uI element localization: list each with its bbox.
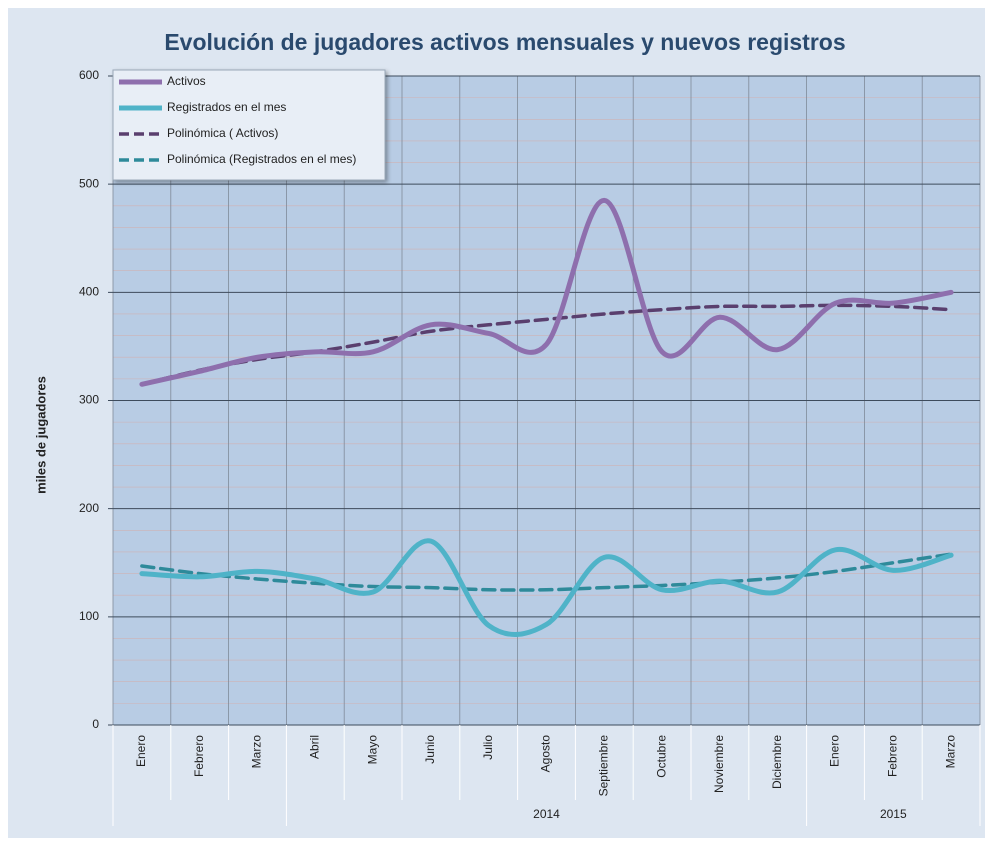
x-tick-label: Septiembre xyxy=(596,735,610,797)
legend-label: Registrados en el mes xyxy=(167,100,286,114)
trend-line xyxy=(140,552,953,592)
x-tick-label: Marzo xyxy=(943,735,957,769)
group-label: 2015 xyxy=(880,807,907,821)
x-tick-label: Enero xyxy=(828,735,842,767)
x-tick-label: Octubre xyxy=(654,735,668,778)
y-tick-label: 200 xyxy=(79,501,99,515)
y-tick-label: 300 xyxy=(79,393,99,407)
x-tick-label: Diciembre xyxy=(770,735,784,789)
chart-title: Evolución de jugadores activos mensuales… xyxy=(164,29,845,55)
x-tick-label: Abril xyxy=(307,735,321,759)
series-line xyxy=(139,538,954,637)
y-tick-label: 0 xyxy=(92,717,99,731)
y-tick-label: 500 xyxy=(79,176,99,190)
x-tick-label: Agosto xyxy=(539,735,553,773)
x-tick-label: Febrero xyxy=(885,735,899,777)
x-tick-label: Marzo xyxy=(250,735,264,769)
group-label: 2014 xyxy=(533,807,560,821)
x-tick-label: Febrero xyxy=(192,735,206,777)
y-axis-label: miles de jugadores xyxy=(33,376,48,494)
x-tick-label: Junio xyxy=(423,735,437,764)
y-tick-label: 400 xyxy=(79,285,99,299)
legend-label: Polinómica ( Activos) xyxy=(167,126,278,140)
legend-label: Activos xyxy=(167,74,206,88)
x-tick-label: Noviembre xyxy=(712,735,726,793)
y-tick-label: 100 xyxy=(79,609,99,623)
series-line xyxy=(139,197,954,387)
x-tick-label: Mayo xyxy=(365,735,379,765)
legend-label: Polinómica (Registrados en el mes) xyxy=(167,152,356,166)
y-tick-label: 600 xyxy=(79,68,99,82)
x-tick-label: Enero xyxy=(134,735,148,767)
legend: Activos Registrados en el mes Polinómica (… xyxy=(112,69,386,181)
x-tick-label: Julio xyxy=(481,735,495,760)
